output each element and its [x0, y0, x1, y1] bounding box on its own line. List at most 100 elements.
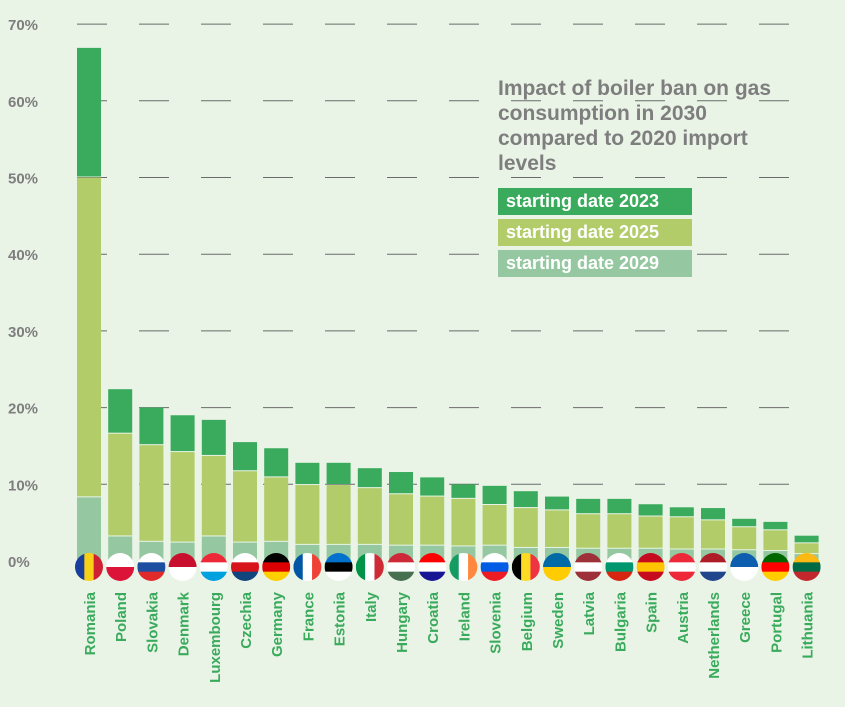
- flag-stripe: [324, 553, 353, 563]
- legend-item-2025: starting date 2025: [498, 219, 692, 246]
- flag-spain-icon: [636, 553, 665, 581]
- flag-stripe: [75, 553, 85, 581]
- flag-stripe: [480, 571, 509, 581]
- flag-germany-icon: [262, 553, 291, 581]
- flag-stripe: [418, 562, 447, 573]
- bar-segment: [451, 498, 476, 546]
- category-label: Czechia: [238, 591, 255, 648]
- bar-segment: [545, 510, 569, 547]
- flag-greece-icon: [730, 553, 759, 581]
- flag-slovenia-icon: [480, 553, 509, 581]
- flag-stripe: [137, 571, 166, 581]
- category-label: Ireland: [456, 592, 473, 641]
- flag-stripe: [418, 571, 447, 581]
- bar-segment: [264, 477, 289, 541]
- category-label: Bulgaria: [612, 591, 629, 652]
- bar-segment: [389, 472, 413, 494]
- flag-bulgaria-icon: [605, 553, 634, 581]
- bar-segment: [77, 47, 101, 177]
- flag-poland-icon: [106, 553, 135, 581]
- bar-segment: [482, 485, 507, 505]
- bar-segment: [794, 535, 819, 543]
- flag-italy-icon: [355, 553, 384, 581]
- flag-stripe: [605, 562, 634, 573]
- bar-segment: [420, 496, 445, 545]
- flag-austria-icon: [667, 553, 696, 581]
- category-label: Germany: [269, 591, 286, 657]
- flag-stripe: [365, 553, 375, 581]
- category-label: Slovenia: [488, 591, 505, 653]
- bar-segment: [295, 485, 320, 544]
- bar-segment: [139, 407, 164, 445]
- category-label: Sweden: [550, 592, 567, 649]
- bar-segment: [607, 498, 632, 514]
- bar-segment: [233, 442, 257, 471]
- category-label: Portugal: [768, 592, 785, 653]
- flag-estonia-icon: [324, 553, 353, 581]
- bar-segment: [295, 462, 320, 485]
- flag-stripe: [667, 553, 696, 563]
- bar-segment: [669, 507, 694, 517]
- flag-stripe: [574, 553, 603, 563]
- flag-stripe: [667, 571, 696, 581]
- flag-stripe: [168, 553, 197, 568]
- category-label: Lithuania: [800, 591, 817, 658]
- flag-croatia-icon: [418, 553, 447, 581]
- bar-segment: [201, 455, 226, 536]
- flag-stripe: [387, 571, 415, 581]
- flag-stripe: [231, 553, 259, 563]
- bar-segment: [77, 497, 101, 560]
- flag-stripe: [530, 553, 540, 581]
- bar-segment: [763, 521, 788, 530]
- bar-segment: [357, 468, 382, 488]
- bar-segment: [607, 514, 632, 548]
- y-tick-label: 10%: [8, 477, 38, 494]
- flag-stripe: [449, 553, 460, 581]
- category-label: Estonia: [332, 591, 349, 646]
- flag-czechia-icon: [231, 553, 259, 581]
- bar-segment: [701, 520, 725, 549]
- flag-stripe: [480, 553, 509, 563]
- category-label: France: [300, 592, 317, 641]
- bar-segment: [357, 488, 382, 544]
- legend-item-2029: starting date 2029: [498, 250, 692, 277]
- category-label: Denmark: [176, 591, 193, 656]
- flag-stripe: [761, 571, 790, 581]
- category-label: Poland: [113, 592, 130, 642]
- flag-latvia-icon: [574, 553, 603, 581]
- flag-stripe: [730, 567, 759, 581]
- flag-stripe: [605, 571, 634, 581]
- bar-segment: [77, 177, 101, 497]
- category-label: Netherlands: [706, 592, 723, 679]
- y-tick-label: 50%: [8, 171, 38, 188]
- flag-stripe: [84, 553, 95, 581]
- legend-item-2023: starting date 2023: [498, 188, 692, 215]
- flag-stripe: [574, 562, 603, 573]
- y-tick-label: 40%: [8, 247, 38, 264]
- flag-stripe: [636, 562, 665, 573]
- flag-stripe: [387, 562, 415, 573]
- flag-stripe: [168, 567, 197, 581]
- flag-stripe: [231, 571, 259, 581]
- bar-segment: [170, 452, 195, 542]
- bar-segment: [794, 543, 819, 554]
- category-label: Austria: [675, 591, 692, 643]
- flag-belgium-icon: [511, 553, 540, 581]
- flag-stripe: [293, 553, 304, 581]
- flag-sweden-icon: [543, 553, 571, 581]
- flag-stripe: [262, 562, 291, 573]
- flag-stripe: [355, 553, 366, 581]
- flag-stripe: [699, 562, 727, 573]
- y-tick-label: 70%: [8, 17, 38, 34]
- flag-romania-icon: [75, 553, 103, 581]
- flag-stripe: [137, 562, 166, 573]
- flag-stripe: [792, 571, 821, 581]
- flag-stripe: [574, 571, 603, 581]
- flag-stripe: [730, 553, 759, 568]
- flag-stripe: [667, 562, 696, 573]
- bar-segment: [420, 477, 445, 496]
- category-label: Greece: [737, 592, 754, 643]
- category-label: Latvia: [581, 591, 598, 635]
- flag-stripe: [231, 562, 259, 573]
